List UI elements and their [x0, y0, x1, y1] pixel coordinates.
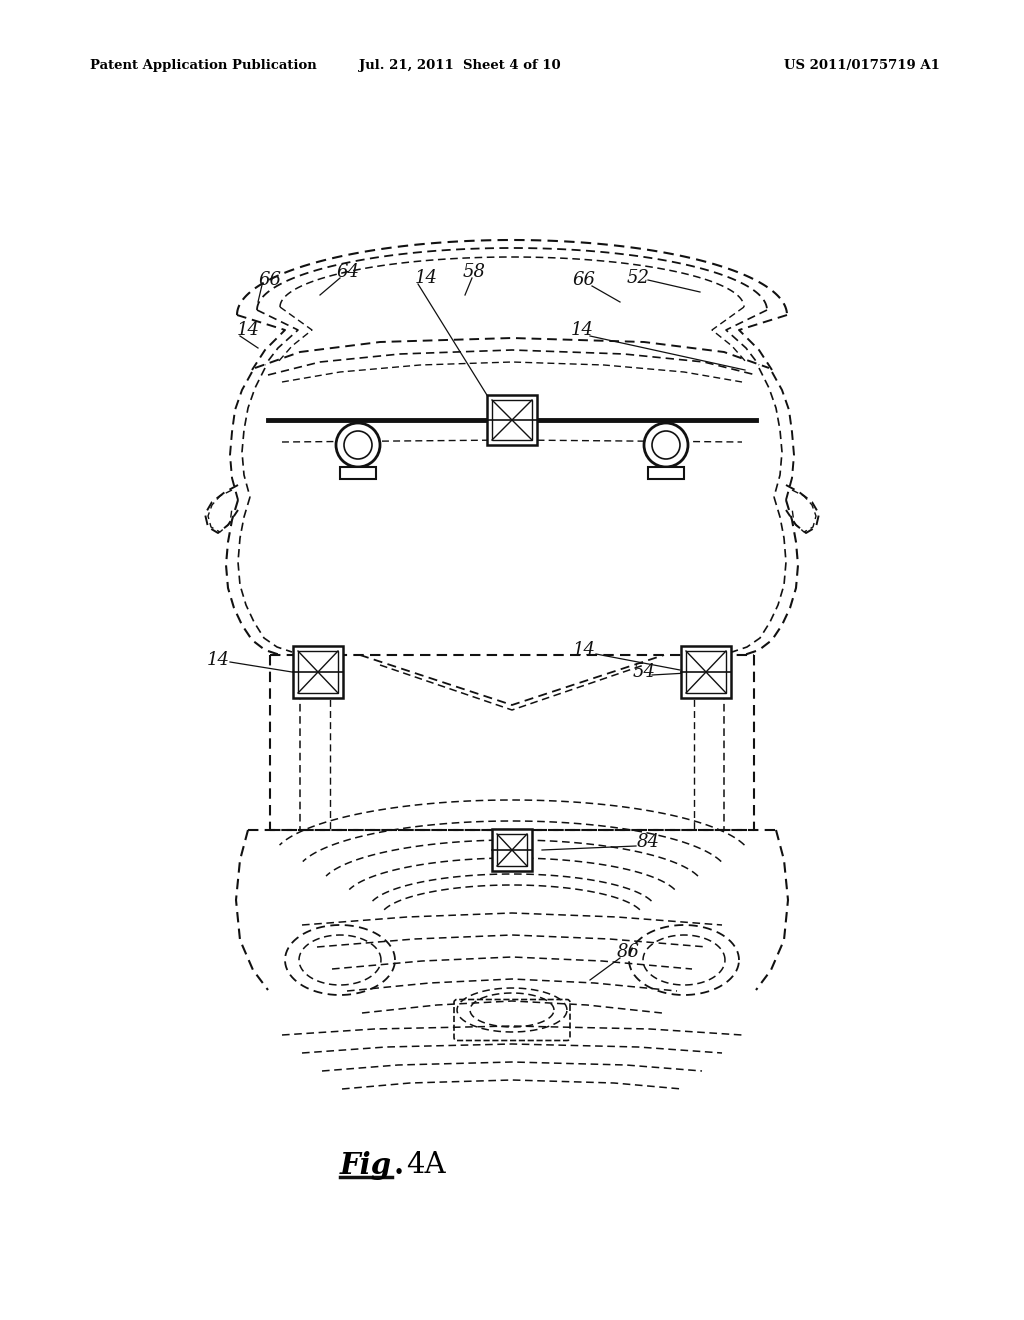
- Circle shape: [644, 422, 688, 467]
- Text: 14: 14: [570, 321, 594, 339]
- Bar: [492, 829, 532, 871]
- Text: 86: 86: [616, 942, 640, 961]
- Text: 58: 58: [463, 263, 485, 281]
- Bar: [298, 651, 338, 693]
- Text: 52: 52: [627, 269, 649, 286]
- Text: 14: 14: [572, 642, 596, 659]
- Text: Patent Application Publication: Patent Application Publication: [90, 58, 316, 71]
- Text: 14: 14: [207, 651, 229, 669]
- Text: 64: 64: [337, 263, 359, 281]
- Text: 84: 84: [637, 833, 659, 851]
- Bar: [497, 834, 527, 866]
- Text: .: .: [394, 1151, 404, 1180]
- Bar: [648, 467, 684, 479]
- Text: US 2011/0175719 A1: US 2011/0175719 A1: [784, 58, 940, 71]
- Text: 4A: 4A: [406, 1151, 445, 1179]
- Bar: [293, 645, 343, 698]
- Text: 14: 14: [415, 269, 437, 286]
- Bar: [487, 395, 537, 445]
- Bar: [340, 467, 376, 479]
- Bar: [492, 400, 532, 440]
- Bar: [686, 651, 726, 693]
- Text: Jul. 21, 2011  Sheet 4 of 10: Jul. 21, 2011 Sheet 4 of 10: [359, 58, 561, 71]
- Text: 66: 66: [258, 271, 282, 289]
- Circle shape: [336, 422, 380, 467]
- Text: Fig: Fig: [340, 1151, 392, 1180]
- Bar: [681, 645, 731, 698]
- Text: 66: 66: [572, 271, 596, 289]
- Text: 54: 54: [633, 663, 655, 681]
- Text: 14: 14: [237, 321, 259, 339]
